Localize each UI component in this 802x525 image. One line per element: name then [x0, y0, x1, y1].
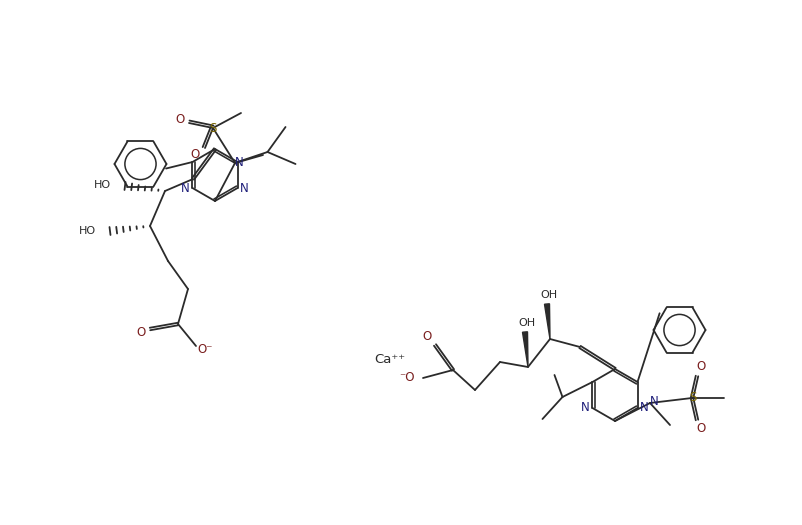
Text: S: S [209, 121, 217, 134]
Polygon shape [544, 304, 549, 339]
Text: HO: HO [94, 180, 111, 190]
Text: Ca⁺⁺: Ca⁺⁺ [374, 353, 405, 366]
Text: N: N [234, 155, 243, 169]
Text: OH: OH [540, 290, 557, 300]
Text: N: N [649, 395, 658, 408]
Text: N: N [240, 182, 249, 194]
Text: HO: HO [79, 226, 96, 236]
Text: O: O [695, 423, 705, 436]
Text: O: O [190, 148, 200, 161]
Text: ⁻O: ⁻O [399, 372, 415, 384]
Text: N: N [639, 402, 648, 415]
Text: O⁻: O⁻ [197, 343, 213, 356]
Text: N: N [581, 402, 589, 415]
Text: O: O [136, 327, 145, 340]
Text: O: O [175, 112, 184, 125]
Text: O: O [695, 361, 705, 373]
Polygon shape [522, 332, 528, 367]
Text: N: N [181, 182, 189, 194]
Text: OH: OH [518, 318, 535, 328]
Text: S: S [688, 392, 696, 404]
Text: O: O [422, 331, 431, 343]
